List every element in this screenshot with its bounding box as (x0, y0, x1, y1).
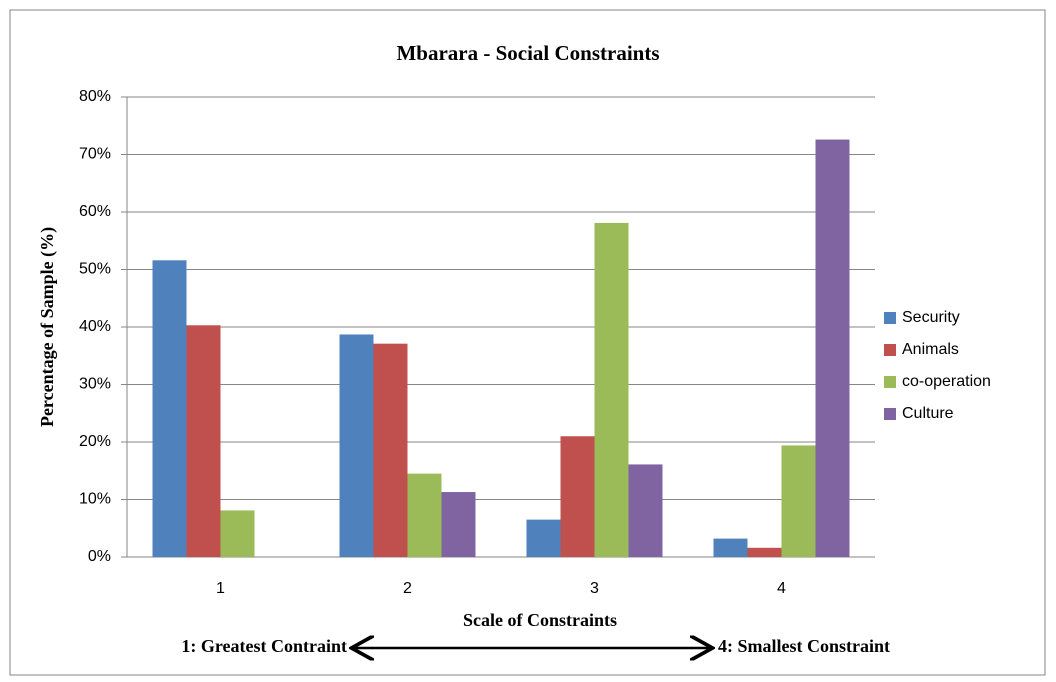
legend-swatch (884, 344, 896, 356)
y-tick-label: 0% (88, 548, 111, 565)
legend-label: co-operation (902, 373, 991, 390)
y-tick-label: 40% (79, 318, 111, 335)
x-tick-label: 1 (216, 580, 225, 597)
bar (373, 343, 408, 557)
y-tick-label: 70% (79, 146, 111, 163)
bar (560, 436, 595, 557)
bar (407, 473, 442, 557)
bar (186, 325, 221, 557)
y-tick-label: 60% (79, 203, 111, 220)
legend-label: Animals (902, 341, 959, 358)
bar (594, 222, 629, 558)
legend-label: Culture (902, 405, 954, 422)
bar (152, 260, 187, 557)
x-tick-label: 4 (777, 580, 786, 597)
legend-swatch (884, 376, 896, 388)
bar (815, 139, 850, 558)
bar (526, 519, 561, 557)
x-tick-label: 2 (403, 580, 412, 597)
legend-label: Security (902, 309, 960, 326)
y-tick-label: 10% (79, 491, 111, 508)
y-tick-label: 50% (79, 261, 111, 278)
y-tick-label: 80% (79, 88, 111, 105)
bar (441, 492, 476, 557)
y-axis-label: Percentage of Sample (%) (37, 227, 58, 427)
legend-swatch (884, 312, 896, 324)
bar (781, 445, 816, 557)
bar (220, 510, 255, 557)
x-axis-label: Scale of Constraints (463, 610, 617, 630)
bar (339, 334, 374, 557)
legend-swatch (884, 408, 896, 420)
y-tick-label: 30% (79, 376, 111, 393)
y-tick-label: 20% (79, 433, 111, 450)
x-tick-label: 3 (590, 580, 599, 597)
annotation: 1: Greatest Contraint (181, 636, 347, 656)
bar (628, 464, 663, 557)
bar (747, 547, 782, 557)
bar (713, 538, 748, 557)
annotation: 4: Smallest Constraint (718, 636, 890, 656)
chart-title: Mbarara - Social Constraints (396, 41, 659, 65)
